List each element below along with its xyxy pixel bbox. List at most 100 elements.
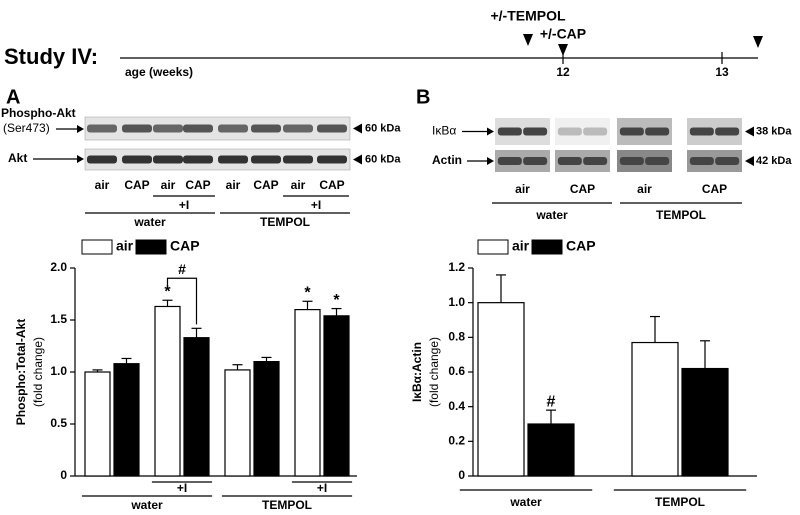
blot-band (715, 127, 740, 136)
blot-band (583, 127, 608, 136)
x-tick-label: +I (177, 481, 187, 495)
significance-mark: # (547, 393, 556, 410)
timeline-axis-label: age (weeks) (125, 65, 193, 79)
size-label: 38 kDa (756, 125, 792, 137)
legend-swatch (81, 239, 113, 255)
row-label: Phospho-Akt (1, 106, 76, 120)
arrow-head (77, 155, 84, 163)
lane-label: CAP (570, 182, 595, 196)
significance-mark: * (164, 283, 171, 300)
blot-band (619, 127, 644, 136)
lane-label: air (95, 178, 110, 192)
study-label: Study IV: (4, 44, 98, 69)
significance-mark: * (333, 292, 340, 309)
bracket-label: # (178, 261, 186, 277)
lane-label: air (226, 178, 241, 192)
y-axis-label: (fold change) (427, 337, 441, 407)
group-label: TEMPOL (262, 498, 312, 512)
blot-band (218, 155, 248, 164)
bar (294, 309, 321, 477)
legend-swatch (135, 239, 167, 255)
blot-band (583, 157, 608, 165)
bar (183, 337, 210, 477)
blot-band (317, 124, 347, 133)
y-axis-label: Phospho:Total-Akt (14, 319, 28, 425)
bar (224, 369, 251, 477)
row-label: IκBα (432, 124, 456, 138)
y-tick-label: 2.0 (50, 260, 67, 274)
blot-band (497, 127, 522, 136)
lane-label: air (291, 178, 306, 192)
bar (323, 315, 350, 477)
blot-band (87, 155, 117, 164)
arrow-head (77, 125, 84, 133)
y-axis-label: IκBα:Actin (410, 342, 424, 402)
blot-band (183, 124, 213, 133)
blot-band (557, 157, 582, 165)
y-tick-label: 0.4 (448, 399, 465, 413)
group-label: water (535, 208, 568, 222)
y-tick-label: 1.5 (50, 312, 67, 326)
y-tick-label: 1.2 (448, 260, 465, 274)
bracket (166, 277, 198, 325)
group-label: water (133, 215, 166, 229)
blot-band (283, 155, 313, 164)
legend-swatch (477, 239, 509, 255)
size-marker (745, 126, 754, 137)
legend-label: air (116, 238, 134, 254)
blot-band (523, 127, 548, 136)
group-label: TEMPOL (656, 208, 706, 222)
timeline-annotation: +/-CAP (540, 26, 586, 42)
arrow-head (487, 157, 494, 165)
arrow-head (487, 127, 494, 136)
y-tick-label: 0.2 (448, 434, 465, 448)
timeline-tick: 13 (715, 65, 729, 79)
bar (477, 302, 525, 477)
lane-label: CAP (253, 178, 278, 192)
x-tick-label: TEMPOL (655, 495, 705, 509)
legend-label: CAP (170, 238, 200, 254)
blot-band (689, 157, 714, 165)
blot-band (122, 124, 152, 133)
lane-label: air (515, 182, 530, 196)
lane-label: air (637, 182, 652, 196)
x-tick-label: +I (317, 481, 327, 495)
row-label: Akt (8, 151, 27, 165)
significance-mark: * (304, 284, 311, 301)
row-label: Actin (432, 153, 462, 167)
bar (113, 363, 140, 477)
size-marker (353, 123, 362, 134)
x-tick-label: water (509, 495, 542, 509)
bar (527, 423, 575, 477)
y-tick-label: 0 (60, 468, 67, 482)
blot-band (183, 155, 213, 164)
end-marker (753, 36, 763, 48)
group-label: TEMPOL (260, 215, 310, 229)
blot-band (689, 127, 714, 136)
blot-strip (84, 116, 351, 141)
blot-band (645, 127, 670, 136)
treatment-label: +I (311, 198, 321, 212)
blot-band (497, 157, 522, 165)
treatment-label: +I (179, 198, 189, 212)
blot-strip (555, 150, 610, 172)
blot-strip (84, 148, 351, 171)
lane-label: CAP (702, 182, 727, 196)
blot-strip (495, 150, 550, 172)
blot-band (645, 157, 670, 165)
size-label: 60 kDa (365, 122, 401, 134)
lane-label: CAP (124, 178, 149, 192)
y-axis-label: (fold change) (31, 337, 45, 407)
cap-marker (558, 44, 568, 56)
blot-band (153, 124, 183, 133)
blot-band (251, 124, 281, 133)
blot-band (218, 124, 248, 133)
bar (154, 305, 181, 477)
lane-label: air (161, 178, 176, 192)
blot-strip (687, 150, 742, 172)
bar (631, 341, 679, 477)
y-tick-label: 0.5 (50, 416, 67, 430)
size-label: 42 kDa (756, 155, 792, 167)
